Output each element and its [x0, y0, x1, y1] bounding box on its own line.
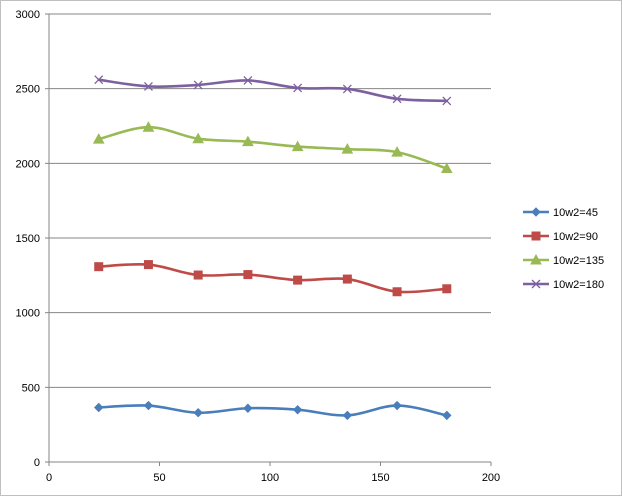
- data-point: [442, 96, 452, 106]
- y-tick-label: 0: [34, 457, 40, 469]
- data-point: [391, 146, 403, 157]
- legend-label: 10w2=45: [553, 207, 598, 219]
- data-point: [143, 81, 153, 91]
- data-point: [342, 84, 352, 94]
- series-1: [94, 400, 452, 421]
- data-point: [143, 260, 153, 270]
- data-point: [94, 75, 104, 85]
- data-point: [242, 135, 254, 147]
- data-point: [293, 83, 303, 93]
- legend-label: 10w2=180: [553, 279, 604, 291]
- data-point: [342, 274, 352, 284]
- data-point: [192, 132, 205, 144]
- data-point: [142, 121, 155, 132]
- x-tick-label: 50: [153, 472, 165, 484]
- data-point: [92, 133, 105, 144]
- legend-item: 10w2=90: [523, 231, 598, 243]
- data-point: [392, 287, 402, 297]
- legend-item: 10w2=180: [523, 279, 604, 291]
- y-tick-label: 1000: [16, 308, 40, 320]
- data-point: [293, 275, 303, 285]
- legend: 10w2=45 10w2=90 10w2=135 10w2=180: [523, 207, 604, 291]
- data-point: [442, 410, 452, 421]
- series-4: [94, 75, 452, 106]
- series-3: [92, 121, 453, 174]
- data-point: [94, 402, 104, 413]
- data-point: [341, 143, 354, 154]
- x-tick-label: 200: [482, 472, 500, 484]
- legend-marker: [531, 279, 541, 289]
- legend-item: 10w2=135: [523, 253, 604, 267]
- y-tick-label: 3000: [16, 9, 40, 21]
- legend-label: 10w2=90: [553, 231, 598, 243]
- series-lines: [92, 75, 453, 421]
- x-tick-label: 0: [46, 472, 52, 484]
- data-point: [243, 75, 253, 85]
- legend-marker: [531, 207, 541, 217]
- y-tick-labels: 0 500 1000 1500 2000 2500 3000: [16, 9, 40, 469]
- data-point: [392, 94, 402, 104]
- data-point: [94, 262, 104, 272]
- data-point: [442, 284, 452, 294]
- x-tick-label: 100: [261, 472, 279, 484]
- x-tick-label: 150: [371, 472, 389, 484]
- series-line: [97, 125, 449, 170]
- gridlines: [45, 13, 492, 466]
- y-tick-label: 1500: [16, 233, 40, 245]
- data-point: [143, 400, 154, 411]
- y-tick-label: 2000: [16, 158, 40, 170]
- legend-item: 10w2=45: [523, 207, 598, 219]
- data-point: [292, 405, 303, 415]
- series-line: [97, 78, 449, 103]
- legend-marker: [530, 253, 542, 265]
- axes: [48, 14, 491, 463]
- data-point: [291, 140, 304, 152]
- x-tick-labels: 0 50 100 150 200: [46, 472, 500, 484]
- series-2: [94, 260, 452, 297]
- data-point: [243, 270, 253, 280]
- data-point: [392, 400, 402, 411]
- y-tick-label: 500: [22, 382, 40, 394]
- legend-label: 10w2=135: [553, 255, 604, 267]
- y-tick-label: 2500: [16, 84, 40, 96]
- data-point: [193, 80, 203, 90]
- data-point: [193, 270, 203, 280]
- data-point: [243, 403, 253, 413]
- data-point: [193, 408, 203, 418]
- data-point: [440, 162, 453, 174]
- data-point: [342, 410, 353, 421]
- legend-marker: [531, 231, 541, 241]
